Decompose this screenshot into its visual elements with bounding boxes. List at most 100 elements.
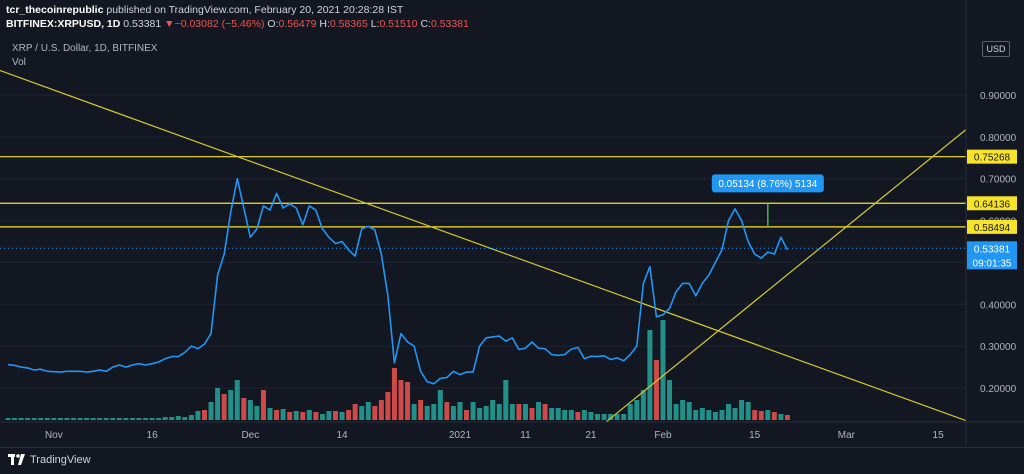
volume-bar (352, 404, 358, 420)
time-axis-tick-label: 15 (749, 430, 761, 441)
volume-bar (667, 380, 673, 420)
volume-bar (673, 404, 679, 420)
time-axis-tick-label: 2021 (449, 430, 472, 441)
high-label: H: (319, 18, 330, 30)
volume-bar (601, 414, 607, 420)
close-value: 0.53381 (430, 18, 469, 30)
volume-bar (431, 404, 437, 420)
volume-bar (234, 380, 240, 420)
volume-bar (162, 417, 168, 420)
volume-bar (516, 404, 522, 420)
volume-bar (457, 402, 463, 420)
volume-bar (38, 418, 44, 420)
volume-bar (202, 410, 207, 420)
volume-legend[interactable]: Vol (12, 57, 26, 68)
volume-bar (745, 402, 751, 420)
currency-button[interactable]: USD (982, 41, 1010, 57)
volume-bar (680, 400, 686, 420)
measure-label-text: 0.05134 (8.76%) 5134 (718, 179, 817, 190)
volume-bar (608, 414, 614, 420)
tradingview-logo-icon[interactable] (8, 454, 26, 466)
volume-bar (555, 408, 561, 420)
volume-bar (778, 414, 784, 420)
tradingview-brand[interactable]: TradingView (30, 454, 91, 466)
volume-bar (188, 415, 194, 420)
volume-bar (522, 404, 528, 420)
volume-bar (143, 418, 149, 420)
time-axis-tick-label: 21 (585, 430, 597, 441)
volume-bar (175, 416, 181, 420)
volume-bar (444, 402, 450, 420)
footer-bar: TradingView (0, 447, 1024, 474)
volume-bar (84, 418, 90, 420)
price-axis-tick-label: 0.30000 (980, 342, 1017, 353)
volume-bar (739, 400, 745, 420)
volume-bar (346, 410, 352, 420)
price-series-line (7, 177, 789, 385)
close-label: C: (420, 18, 431, 30)
time-axis-tick-label: Nov (45, 430, 63, 441)
volume-bar (116, 418, 122, 420)
volume-bar (339, 412, 345, 420)
price-axis-tick-label: 0.70000 (980, 175, 1017, 186)
volume-bar (686, 402, 692, 420)
volume-bar (470, 402, 476, 420)
volume-bar (771, 412, 777, 420)
volume-bar (254, 406, 260, 420)
publish-info: tcr_thecoinrepublic published on Trading… (6, 4, 403, 16)
down-arrow-icon: ▼ (164, 18, 175, 30)
volume-bar (614, 414, 620, 420)
volume-bar (765, 410, 771, 420)
grid (0, 94, 966, 389)
series-legend-title[interactable]: XRP / U.S. Dollar, 1D, BITFINEX (12, 43, 158, 54)
volume-bar (260, 390, 266, 420)
price-axis-tick-label: 0.40000 (980, 300, 1017, 311)
price-axis-tick-label: 0.90000 (980, 91, 1017, 102)
volume-bar (57, 418, 63, 420)
volume-bar (621, 414, 627, 420)
volume-bar (103, 418, 109, 420)
volume-bar (372, 406, 378, 420)
volume-bar (77, 418, 83, 420)
level-price-label: 0.58494 (974, 223, 1011, 234)
volume-bar (398, 380, 404, 420)
volume-bar (123, 418, 129, 420)
volume-bar (287, 412, 293, 420)
volume-bar (627, 404, 633, 420)
volume-bar (169, 417, 175, 420)
last-price: 0.53381 (123, 18, 162, 30)
volume-bar (634, 400, 640, 420)
time-axis-tick-label: Mar (838, 430, 856, 441)
volume-bar (31, 418, 37, 420)
trendline (605, 128, 966, 422)
volume-bar (529, 408, 535, 420)
volume-bar (44, 418, 50, 420)
volume-bar (228, 390, 234, 420)
price-axis-tick-label: 0.20000 (980, 384, 1017, 395)
volume-bar (437, 390, 443, 420)
volume-bar (274, 410, 280, 420)
volume-bar (90, 418, 96, 420)
volume-bar (267, 408, 273, 420)
volume-bar (221, 394, 227, 420)
level-price-tag (967, 196, 1017, 211)
volume-bar (378, 400, 384, 420)
volume-bar (12, 418, 18, 420)
volume-bar (365, 402, 371, 420)
volume-bar (699, 408, 705, 420)
volume-bar (5, 418, 11, 420)
publisher-name[interactable]: tcr_thecoinrepublic (6, 4, 104, 16)
price-axis-tick-label: 0.80000 (980, 133, 1017, 144)
volume-bar (706, 410, 712, 420)
horizontal-levels (0, 156, 966, 228)
volume-bar (581, 410, 587, 420)
price-change: −0.03082 (−5.46%) (174, 18, 265, 30)
volume-bar (97, 418, 103, 420)
volume-bar (333, 411, 338, 420)
volume-bar (693, 410, 699, 420)
volume-bar (503, 380, 509, 420)
time-axis-tick-label: Dec (241, 430, 259, 441)
level-price-label: 0.64136 (974, 199, 1011, 210)
published-text: published on TradingView.com, February 2… (103, 4, 404, 16)
